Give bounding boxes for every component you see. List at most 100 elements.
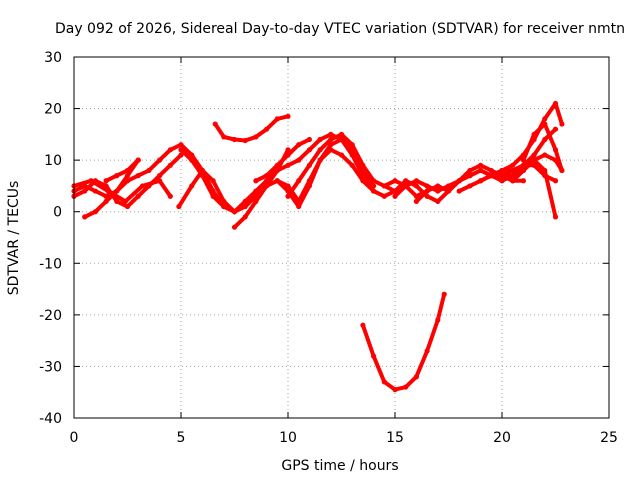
x-tick-label: 5 [177,430,186,446]
y-tick-label: -20 [39,308,62,324]
data-point [542,167,548,174]
x-tick-label: 10 [279,430,297,446]
series-track-17 [457,127,558,194]
data-point [253,198,259,204]
data-point [210,178,216,184]
data-point [413,374,419,380]
y-tick-label: -30 [39,359,62,375]
tick-layer: 0 5 10 15 20 25 -40 -30 -20 -10 0 10 20 30 [39,50,618,446]
data-point [114,198,120,204]
data-point [253,188,259,194]
data-point [285,113,291,119]
data-point [92,209,98,215]
data-point [552,100,559,107]
x-axis-label: GPS time / hours [281,458,398,474]
data-point [488,167,494,174]
data-point [306,183,312,189]
series-layer [71,100,565,393]
data-point [274,116,280,122]
data-point [424,183,430,189]
data-point [167,162,173,168]
data-point [167,147,173,153]
data-point [435,188,441,194]
data-point [178,142,184,148]
data-point [456,178,462,184]
data-point [122,198,128,204]
data-point [441,291,447,297]
data-point [231,224,238,230]
data-point [531,157,537,163]
data-point [371,188,377,194]
data-point [306,147,312,153]
data-point [531,131,537,137]
data-point [264,178,270,184]
y-tick-label: -10 [39,256,62,272]
data-point [242,137,248,144]
data-point [424,188,430,194]
data-point [264,173,270,179]
data-point [139,183,146,189]
data-point [176,203,182,210]
data-point [392,178,398,184]
data-point [242,198,248,204]
data-point [88,178,94,184]
data-point [559,121,565,127]
data-point [92,188,98,194]
y-tick-label: -40 [39,411,62,427]
data-point [296,178,302,184]
data-point [105,188,111,194]
data-point [306,136,312,143]
grid-layer [74,57,609,418]
data-point [328,136,334,143]
data-point [338,131,345,137]
series-track-1 [72,142,237,214]
data-point [499,167,505,174]
data-point [221,134,227,140]
data-point [296,203,302,210]
data-point [542,152,548,158]
data-point [82,188,88,194]
data-point [552,214,559,220]
data-point [381,183,387,189]
data-point [360,162,366,168]
data-point [285,162,291,168]
data-point [135,173,141,179]
data-point [349,162,355,168]
y-tick-label: 0 [53,205,62,221]
data-point [424,348,430,354]
data-point [552,178,559,184]
data-point [124,203,131,210]
data-point [253,134,259,140]
data-point [114,173,120,179]
data-point [381,379,387,385]
data-point [264,126,270,132]
data-point [114,188,120,194]
data-point [456,188,462,194]
data-point [178,147,184,153]
data-point [510,178,516,184]
data-point [392,193,398,199]
data-point [478,178,484,184]
data-point [520,162,527,168]
data-point [552,126,559,132]
data-point [403,384,409,390]
data-point [221,203,227,210]
data-point [167,193,173,199]
data-point [157,157,163,163]
y-tick-label: 10 [44,153,62,169]
data-point [467,173,473,179]
data-point [413,183,419,189]
data-point [338,152,345,158]
y-axis-label: SDTVAR / TECUs [6,181,22,296]
data-point [253,178,259,184]
data-point [403,178,409,184]
data-point [296,157,302,163]
data-point [371,178,377,184]
data-point [317,136,323,143]
data-point [435,317,441,323]
data-point [274,162,280,168]
data-point [103,178,109,184]
data-point [488,173,494,179]
data-point [467,183,473,189]
